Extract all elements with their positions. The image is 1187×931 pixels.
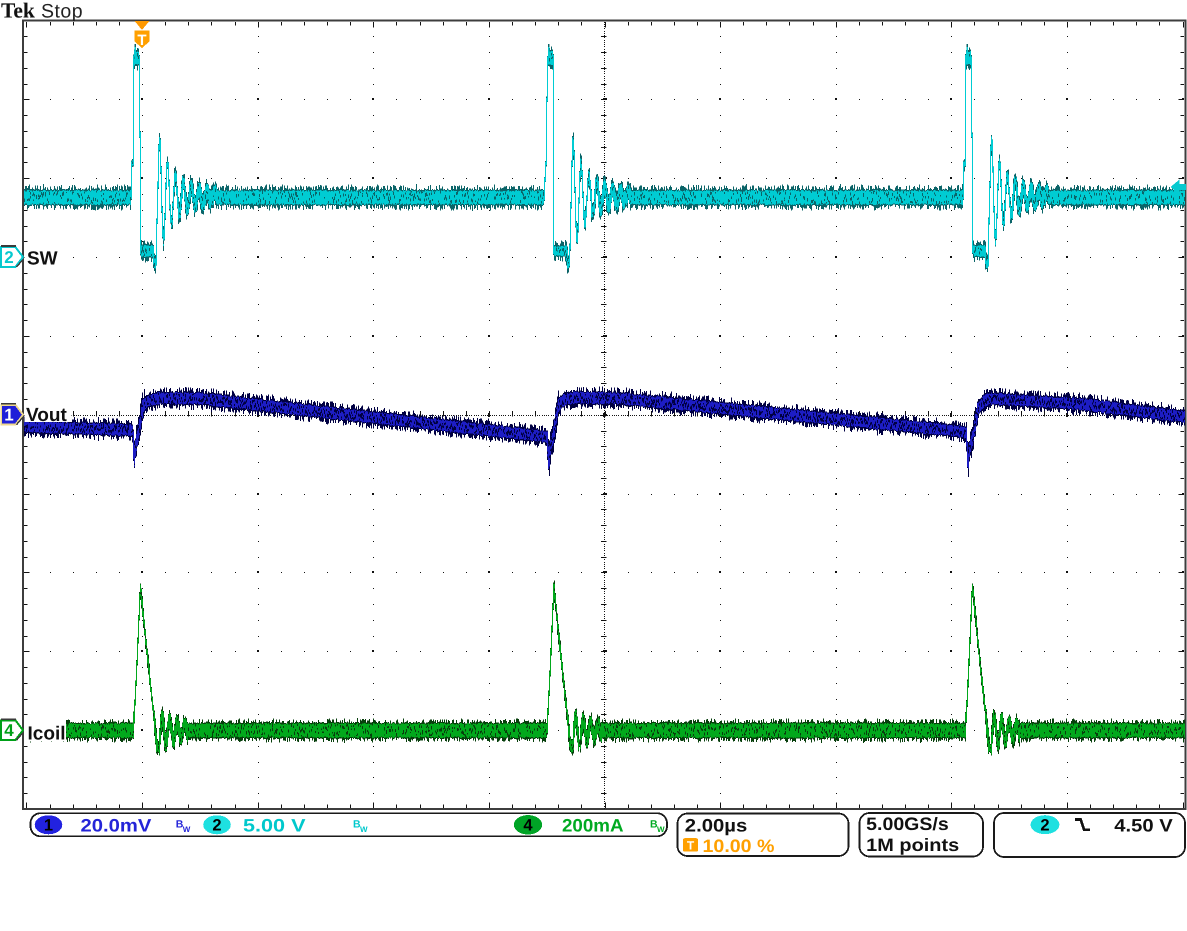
svg-text:B: B [353, 819, 361, 831]
svg-text:200mA: 200mA [562, 815, 624, 835]
svg-text:B: B [176, 819, 184, 831]
svg-text:T: T [137, 32, 146, 49]
svg-text:Vout: Vout [26, 405, 67, 426]
svg-text:2: 2 [212, 817, 221, 835]
svg-text:W: W [183, 825, 191, 834]
svg-text:B: B [650, 819, 658, 831]
svg-text:1M points: 1M points [866, 835, 959, 855]
svg-text:5.00GS/s: 5.00GS/s [866, 814, 949, 834]
svg-text:20.0mV: 20.0mV [81, 815, 152, 835]
svg-text:T: T [687, 839, 695, 853]
svg-text:5.00 V: 5.00 V [243, 815, 306, 835]
svg-text:Stop: Stop [41, 1, 83, 23]
svg-text:2: 2 [1040, 817, 1049, 835]
svg-text:Tek: Tek [1, 0, 35, 23]
svg-text:W: W [360, 825, 368, 834]
svg-text:4: 4 [523, 817, 533, 835]
svg-text:1: 1 [4, 406, 13, 425]
svg-text:10.00 %: 10.00 % [703, 836, 775, 856]
svg-text:W: W [657, 825, 665, 834]
svg-text:Icoil: Icoil [28, 723, 66, 744]
svg-text:4: 4 [4, 721, 14, 740]
svg-text:2: 2 [4, 248, 13, 267]
svg-text:2.00µs: 2.00µs [685, 816, 748, 836]
svg-text:SW: SW [27, 249, 58, 270]
svg-text:1: 1 [44, 817, 53, 835]
svg-text:4.50 V: 4.50 V [1114, 815, 1173, 835]
